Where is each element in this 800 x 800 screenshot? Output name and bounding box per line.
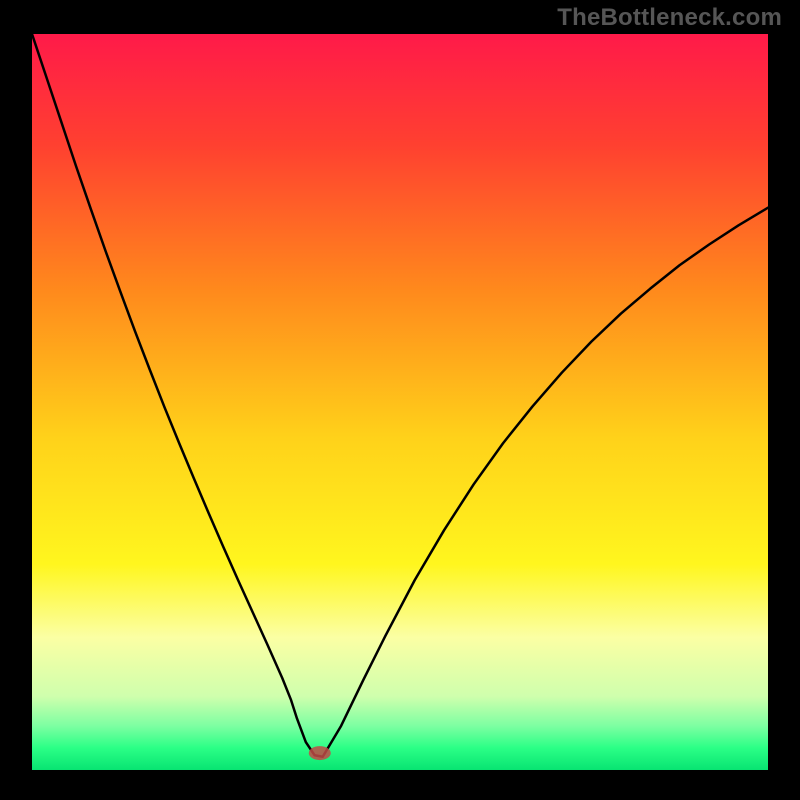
plot-svg <box>32 34 768 770</box>
min-marker <box>309 746 331 760</box>
plot-area <box>32 34 768 770</box>
chart-frame: TheBottleneck.com <box>0 0 800 800</box>
watermark-text: TheBottleneck.com <box>557 4 782 32</box>
gradient-background <box>32 34 768 770</box>
